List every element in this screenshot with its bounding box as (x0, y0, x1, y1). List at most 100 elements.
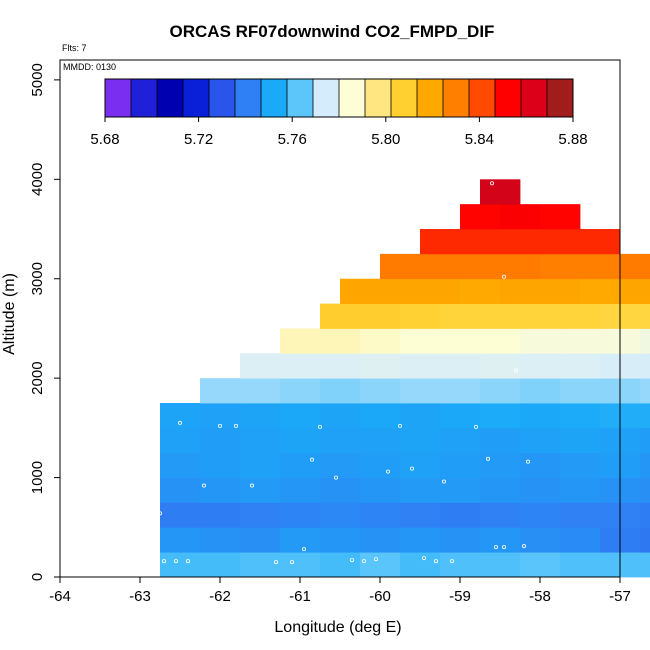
heatmap-cell (160, 502, 201, 528)
heatmap-cell (520, 403, 561, 429)
heatmap-cell (360, 527, 401, 553)
heatmap-cell (540, 229, 581, 255)
heatmap-cell (360, 427, 401, 454)
sample-point (409, 466, 414, 471)
heatmap-cell (580, 278, 621, 304)
heatmap-cell (160, 552, 201, 578)
heatmap-cell (360, 502, 401, 528)
heatmap-cell (480, 427, 521, 454)
heatmap-cell (200, 427, 241, 454)
flights-note: Flts: 7 (62, 43, 87, 53)
heatmap-cell (560, 403, 601, 429)
heatmap-cell (580, 253, 621, 280)
colorbar-swatch (469, 79, 496, 117)
sample-point (493, 545, 498, 550)
heatmap-cell (160, 427, 201, 454)
heatmap-cell (440, 477, 481, 503)
heatmap-cell (540, 278, 581, 304)
sample-point (177, 420, 182, 425)
y-tick-label: 3000 (29, 262, 46, 295)
heatmap-cell (240, 452, 281, 478)
sample-point (397, 423, 402, 428)
sample-point (217, 423, 222, 428)
heatmap-cell (420, 229, 461, 255)
heatmap-cell (480, 552, 521, 578)
colorbar-swatch (157, 79, 184, 117)
colorbar-swatch (209, 79, 236, 117)
heatmap-cell (480, 527, 521, 553)
x-tick-label: -63 (129, 588, 151, 605)
sample-point (433, 559, 438, 564)
colorbar-swatch (391, 79, 418, 117)
sample-point (317, 424, 322, 429)
heatmap-cell (340, 278, 381, 304)
heatmap-cell (200, 527, 241, 553)
heatmap-cell (280, 477, 321, 503)
heatmap-cell (280, 378, 321, 404)
heatmap-cell (320, 527, 361, 553)
heatmap-cell (560, 427, 601, 454)
heatmap-cell (240, 378, 281, 404)
heatmap-cell (320, 452, 361, 478)
x-axis: -64 -63 -62 -61 -60 -59 -58 -57 (49, 577, 631, 605)
sample-point (173, 559, 178, 564)
heatmap-cell (240, 403, 281, 429)
heatmap-cell (500, 278, 541, 304)
heatmap-cell (640, 303, 650, 329)
colorbar-swatch (131, 79, 158, 117)
heatmap-cell (440, 378, 481, 404)
heatmap-cell (520, 303, 561, 329)
y-axis: 0 1000 2000 3000 4000 5000 (29, 63, 60, 581)
heatmap-cell (240, 427, 281, 454)
heatmap-cell (360, 477, 401, 503)
sample-point (473, 424, 478, 429)
heatmap-cell (400, 452, 441, 478)
heatmap-cell (440, 328, 481, 354)
heatmap-cell (240, 353, 281, 379)
y-tick-label: 4000 (29, 163, 46, 196)
heatmap-cell (480, 502, 521, 528)
plot-frame (59, 59, 621, 578)
colorbar: 5.68 5.72 5.76 5.80 5.84 5.88 (90, 78, 588, 148)
mmdd-note: MMDD: 0130 (63, 62, 116, 72)
sample-point (249, 483, 254, 488)
heatmap-cell (400, 403, 441, 429)
sample-point (233, 423, 238, 428)
sample-point (185, 559, 190, 564)
sample-point (501, 545, 506, 550)
heatmap-cell (320, 378, 361, 404)
heatmap-cell (460, 253, 501, 280)
heatmap-cell (560, 378, 601, 404)
heatmap-cell (640, 527, 650, 553)
heatmap-cell (640, 378, 650, 404)
heatmap-cell (320, 477, 361, 503)
colorbar-swatch (365, 79, 392, 117)
heatmap-cell (520, 353, 561, 379)
heatmap-cell (440, 303, 481, 329)
heatmap-cell (380, 278, 421, 304)
x-tick-label: -59 (449, 588, 471, 605)
x-axis-label: Longitude (deg E) (274, 619, 401, 636)
heatmap-cell (520, 502, 561, 528)
colorbar-swatch (547, 79, 574, 117)
heatmap-cell (560, 452, 601, 478)
heatmap-cell (440, 353, 481, 379)
heatmap-cell (160, 477, 201, 503)
chart-title: ORCAS RF07downwind CO2_FMPD_DIF (170, 22, 495, 41)
heatmap-cell (320, 328, 361, 354)
heatmap-cell (520, 527, 561, 553)
heatmap-cell (360, 403, 401, 429)
heatmap-cell (480, 328, 521, 354)
sample-point (161, 559, 166, 564)
sample-point (522, 544, 527, 549)
heatmap-cell (640, 353, 650, 379)
heatmap-cell (400, 353, 441, 379)
heatmap-cell (440, 427, 481, 454)
heatmap-cell (280, 328, 321, 354)
heatmap-cell (320, 403, 361, 429)
sample-point (157, 511, 162, 516)
heatmap-cell (560, 527, 601, 553)
heatmap-cell (520, 378, 561, 404)
sample-point (309, 457, 314, 462)
colorbar-tick-label: 5.84 (465, 131, 494, 148)
